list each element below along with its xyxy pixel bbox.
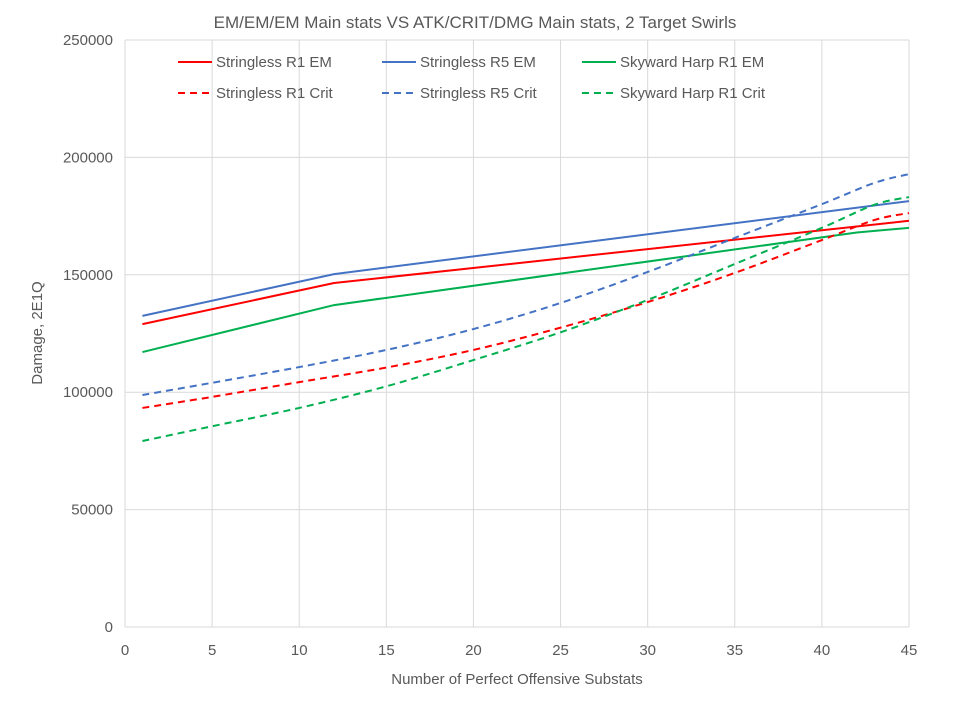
series-line <box>142 173 910 397</box>
y-tick-label: 0 <box>105 619 113 636</box>
y-axis-label: Damage, 2E1Q <box>29 281 46 384</box>
x-axis-label: Number of Perfect Offensive Substats <box>391 671 643 688</box>
x-tick-label: 30 <box>639 642 656 659</box>
x-tick-label: 45 <box>901 642 918 659</box>
series-line <box>142 219 910 326</box>
legend-label: Stringless R1 EM <box>216 54 332 71</box>
x-tick-label: 0 <box>121 642 129 659</box>
x-tick-label: 15 <box>378 642 395 659</box>
legend-label: Stringless R5 EM <box>420 54 536 71</box>
y-tick-label: 200000 <box>63 149 113 166</box>
chart-title: EM/EM/EM Main stats VS ATK/CRIT/DMG Main… <box>214 13 737 32</box>
y-tick-label: 250000 <box>63 32 113 49</box>
y-tick-label: 100000 <box>63 384 113 401</box>
x-tick-label: 10 <box>291 642 308 659</box>
x-tick-label: 40 <box>814 642 831 659</box>
y-tick-label: 150000 <box>63 267 113 284</box>
series-line <box>142 200 910 317</box>
x-tick-label: 5 <box>208 642 216 659</box>
legend-label: Stringless R5 Crit <box>420 85 538 102</box>
legend-label: Skyward Harp R1 Crit <box>620 85 766 102</box>
legend-label: Skyward Harp R1 EM <box>620 54 764 71</box>
x-tick-label: 25 <box>552 642 569 659</box>
legend-label: Stringless R1 Crit <box>216 85 334 102</box>
x-tick-label: 35 <box>726 642 743 659</box>
y-tick-label: 50000 <box>71 502 113 519</box>
series-line <box>142 226 910 354</box>
x-tick-label: 20 <box>465 642 482 659</box>
series-line <box>142 196 910 443</box>
series-line <box>142 212 910 409</box>
